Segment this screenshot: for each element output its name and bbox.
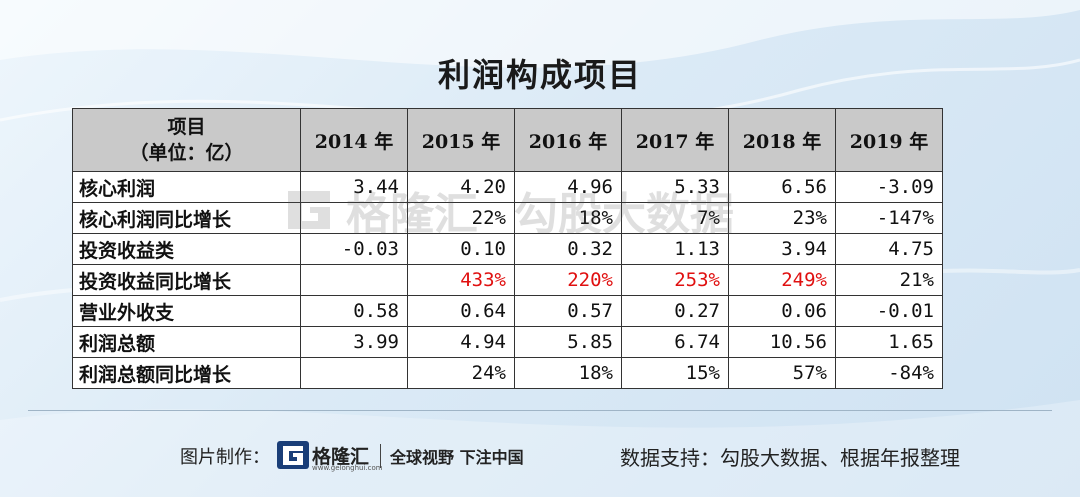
profit-table: 项目 （单位：亿） 2014 年 2015 年 2016 年 2017 年 20… — [72, 108, 943, 389]
footer-separator — [380, 444, 381, 468]
value-cell — [300, 357, 408, 389]
value-cell: -84% — [835, 357, 943, 389]
value-cell: 18% — [514, 357, 622, 389]
value-cell: 18% — [514, 202, 622, 234]
item-header: 项目 （单位：亿） — [72, 108, 301, 172]
value-cell: 0.64 — [407, 295, 515, 327]
value-cell: -147% — [835, 202, 943, 234]
value-cell: 15% — [621, 357, 729, 389]
value-cell: 4.96 — [514, 171, 622, 203]
value-cell: 1.13 — [621, 233, 729, 265]
footer-domain: www.gelonghui.com — [312, 464, 383, 472]
year-header: 2015 年 — [407, 108, 515, 172]
value-cell: 220% — [514, 264, 622, 296]
table-row: 核心利润同比增长 22% 18% 7% 23% -147% — [72, 202, 943, 234]
credit-label: 图片制作： — [180, 447, 270, 468]
year-header: 2016 年 — [514, 108, 622, 172]
year-header: 2017 年 — [621, 108, 729, 172]
table-row: 利润总额 3.99 4.94 5.85 6.74 10.56 1.65 — [72, 326, 943, 358]
value-cell: 6.56 — [728, 171, 836, 203]
item-header-line2: （单位：亿） — [129, 142, 244, 164]
value-cell: 0.32 — [514, 233, 622, 265]
value-cell: 0.57 — [514, 295, 622, 327]
row-label: 核心利润 — [72, 171, 301, 203]
table-row: 投资收益类 -0.03 0.10 0.32 1.13 3.94 4.75 — [72, 233, 943, 265]
value-cell: 0.06 — [728, 295, 836, 327]
value-cell: 249% — [728, 264, 836, 296]
value-cell: 7% — [621, 202, 729, 234]
footer-slogan: 全球视野 下注中国 — [390, 448, 524, 467]
value-cell: 253% — [621, 264, 729, 296]
data-source: 数据支持：勾股大数据、根据年报整理 — [620, 446, 960, 470]
row-label: 核心利润同比增长 — [72, 202, 301, 234]
footer: 图片制作： 格隆汇 www.gelonghui.com 全球视野 下注中国 数据… — [0, 440, 1080, 472]
value-cell: 0.58 — [300, 295, 408, 327]
year-header: 2014 年 — [300, 108, 408, 172]
value-cell: 3.94 — [728, 233, 836, 265]
row-label: 投资收益类 — [72, 233, 301, 265]
year-header: 2018 年 — [728, 108, 836, 172]
gelonghui-logo-icon — [277, 441, 309, 469]
table-row: 投资收益同比增长 433% 220% 253% 249% 21% — [72, 264, 943, 296]
value-cell: 24% — [407, 357, 515, 389]
item-header-line1: 项目 — [167, 116, 206, 138]
year-header: 2019 年 — [835, 108, 943, 172]
value-cell: 57% — [728, 357, 836, 389]
value-cell: 5.85 — [514, 326, 622, 358]
value-cell: 3.44 — [300, 171, 408, 203]
value-cell: 0.10 — [407, 233, 515, 265]
table-row: 核心利润 3.44 4.20 4.96 5.33 6.56 -3.09 — [72, 171, 943, 203]
row-label: 利润总额 — [72, 326, 301, 358]
table-row: 营业外收支 0.58 0.64 0.57 0.27 0.06 -0.01 — [72, 295, 943, 327]
value-cell: 433% — [407, 264, 515, 296]
value-cell: -3.09 — [835, 171, 943, 203]
footer-divider — [28, 410, 1052, 411]
value-cell — [300, 264, 408, 296]
page-title: 利润构成项目 — [437, 56, 642, 94]
value-cell: 23% — [728, 202, 836, 234]
row-label: 利润总额同比增长 — [72, 357, 301, 389]
table-header-row: 项目 （单位：亿） 2014 年 2015 年 2016 年 2017 年 20… — [72, 108, 943, 172]
value-cell: -0.03 — [300, 233, 408, 265]
footer-brand: 格隆汇 — [312, 446, 370, 468]
value-cell: 21% — [835, 264, 943, 296]
value-cell: 10.56 — [728, 326, 836, 358]
value-cell: 6.74 — [621, 326, 729, 358]
value-cell: 1.65 — [835, 326, 943, 358]
value-cell — [300, 202, 408, 234]
value-cell: 0.27 — [621, 295, 729, 327]
value-cell: 5.33 — [621, 171, 729, 203]
value-cell: 22% — [407, 202, 515, 234]
row-label: 营业外收支 — [72, 295, 301, 327]
value-cell: 4.20 — [407, 171, 515, 203]
value-cell: 4.94 — [407, 326, 515, 358]
value-cell: -0.01 — [835, 295, 943, 327]
table-row: 利润总额同比增长 24% 18% 15% 57% -84% — [72, 357, 943, 389]
value-cell: 4.75 — [835, 233, 943, 265]
row-label: 投资收益同比增长 — [72, 264, 301, 296]
value-cell: 3.99 — [300, 326, 408, 358]
